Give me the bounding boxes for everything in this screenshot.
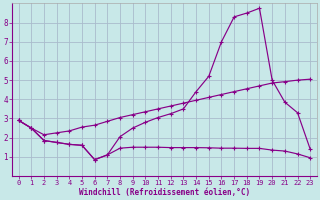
X-axis label: Windchill (Refroidissement éolien,°C): Windchill (Refroidissement éolien,°C): [79, 188, 250, 197]
